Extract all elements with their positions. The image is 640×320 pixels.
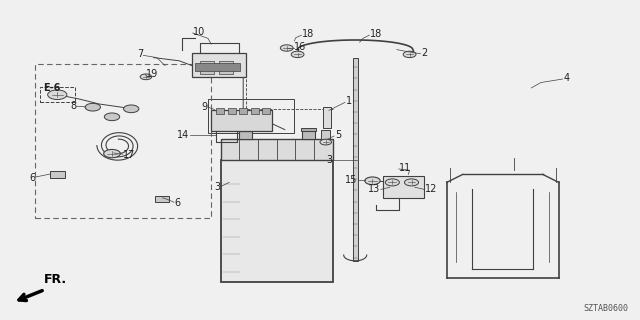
Text: 9: 9 (201, 102, 207, 112)
Bar (251, 108, 259, 114)
Text: 18: 18 (370, 29, 382, 39)
Circle shape (291, 51, 304, 58)
Circle shape (85, 103, 100, 111)
Text: 17: 17 (123, 150, 135, 160)
Text: 15: 15 (345, 175, 357, 185)
Bar (211, 110, 272, 131)
Bar (237, 128, 253, 131)
Circle shape (365, 177, 380, 185)
Bar (383, 176, 424, 198)
Circle shape (320, 139, 332, 145)
Bar (192, 53, 246, 77)
Text: 7: 7 (138, 49, 144, 60)
Text: 3: 3 (214, 182, 221, 192)
Bar (262, 108, 270, 114)
Text: 18: 18 (302, 29, 314, 39)
Text: FR.: FR. (44, 273, 67, 286)
Text: 5: 5 (335, 130, 341, 140)
Bar (216, 108, 224, 114)
Bar (353, 58, 358, 261)
Text: 4: 4 (563, 73, 570, 84)
Text: 14: 14 (177, 130, 189, 140)
Bar (321, 130, 330, 139)
Bar (200, 61, 214, 74)
Circle shape (47, 90, 67, 100)
Circle shape (403, 51, 416, 58)
Bar (221, 160, 333, 282)
Bar (195, 63, 240, 71)
Circle shape (104, 149, 120, 158)
Bar (40, 87, 75, 102)
Text: 1: 1 (346, 96, 352, 106)
Text: SZTAB0600: SZTAB0600 (584, 304, 628, 313)
Bar (208, 99, 294, 133)
Text: 13: 13 (368, 184, 380, 195)
Text: 3: 3 (326, 155, 333, 165)
Text: E-6: E-6 (44, 83, 61, 93)
Bar (50, 171, 65, 178)
Bar (302, 131, 315, 139)
Bar (221, 139, 333, 160)
Text: 10: 10 (193, 27, 205, 37)
Circle shape (280, 45, 293, 51)
Text: 2: 2 (421, 48, 428, 59)
Circle shape (404, 179, 419, 186)
Bar (35, 64, 211, 218)
Text: 12: 12 (425, 184, 437, 195)
Bar (239, 108, 247, 114)
Text: 6: 6 (174, 198, 180, 208)
Text: 19: 19 (146, 68, 158, 79)
Bar (239, 131, 252, 139)
Bar (323, 107, 331, 128)
Bar (301, 128, 316, 131)
Text: 11: 11 (399, 163, 412, 173)
Bar (219, 61, 233, 74)
Circle shape (124, 105, 139, 113)
Circle shape (104, 113, 120, 121)
Circle shape (140, 74, 152, 80)
Text: 6: 6 (29, 172, 35, 183)
Text: 16: 16 (294, 42, 307, 52)
Bar (228, 108, 236, 114)
Bar (155, 196, 169, 202)
Circle shape (385, 179, 399, 186)
Text: 8: 8 (70, 101, 77, 111)
